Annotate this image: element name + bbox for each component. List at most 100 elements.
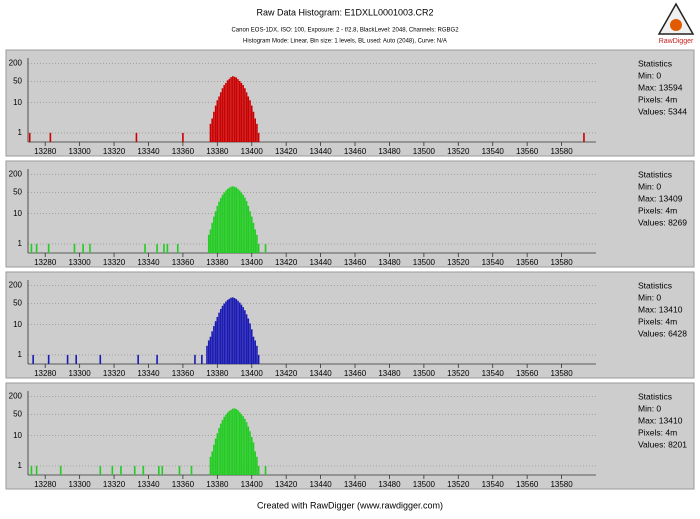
bar [228,187,231,253]
statistics-line: Min: 0 [638,403,661,413]
bar [237,410,239,475]
bar [233,76,236,142]
bar [163,243,165,253]
x-tick-label: 13540 [482,258,505,267]
bar [247,96,250,142]
bar [216,433,219,475]
bar [226,299,229,364]
bar [247,318,250,364]
bar [218,96,220,142]
bar [233,298,236,364]
histogram-panel: 1 10 50 200 13280 13300 13320 13340 13360 13380 13… [5,271,695,379]
bar [137,354,139,364]
bar [209,456,212,475]
x-tick-label: 13300 [69,369,92,378]
bar [216,316,219,364]
bar [209,123,212,142]
bar [252,111,255,142]
y-tick-label: 50 [13,188,22,197]
bar [99,465,102,475]
bar [238,302,241,364]
bar [82,243,84,253]
bar [228,78,231,142]
bar [111,465,114,475]
bar [219,308,222,364]
panel-background [5,271,695,379]
bar [218,312,220,364]
bar [214,321,217,364]
bar [211,222,213,253]
bar [211,331,213,364]
statistics-line: Statistics [638,58,672,68]
bar [225,301,227,364]
bar [35,465,38,475]
bar [242,307,244,364]
histogram-panel: 1 10 50 200 13280 13300 13320 13340 13360 13380 13… [5,49,695,157]
x-tick-label: 13300 [69,258,92,267]
bar [99,354,102,364]
x-tick-label: 13380 [206,258,229,267]
bar [216,205,219,253]
x-tick-label: 13440 [309,147,332,156]
bar [583,132,585,142]
statistics-line: Statistics [638,169,672,179]
y-tick-label: 1 [18,128,23,137]
y-tick-label: 10 [13,320,22,329]
x-tick-label: 13480 [378,258,401,267]
bar [230,77,232,142]
x-tick-label: 13340 [137,258,160,267]
x-tick-label: 13580 [550,369,573,378]
y-tick-label: 50 [13,299,22,308]
bar [223,192,226,253]
x-tick-label: 13500 [413,369,436,378]
bar [230,409,232,475]
y-tick-label: 10 [13,209,22,218]
x-tick-label: 13560 [516,480,539,489]
x-tick-label: 13280 [34,258,57,267]
statistics-line: Statistics [638,280,672,290]
bar [238,190,241,253]
bar [182,132,184,142]
bar [207,340,210,364]
y-tick-label: 10 [13,431,22,440]
bar [232,297,234,364]
bar [221,194,224,253]
bar [213,326,215,364]
x-tick-label: 13360 [172,147,195,156]
statistics-line: Pixels: 4m [638,427,677,437]
bar [47,354,50,364]
bar [256,123,258,142]
bar [250,216,253,253]
x-tick-label: 13460 [344,147,367,156]
bar [226,80,229,142]
bar [75,354,77,364]
bar [249,100,251,142]
footer: Created with RawDigger (www.rawdigger.co… [257,500,443,510]
x-tick-label: 13340 [137,369,160,378]
x-tick-label: 13360 [172,480,195,489]
bar [30,243,33,253]
bar [66,354,69,364]
bar [221,305,224,364]
bar [135,132,138,142]
logo-text: RawDigger [659,38,694,45]
y-tick-label: 50 [13,410,22,419]
mode: Histogram Mode: Linear, Bin size: 1 leve… [243,39,447,45]
x-tick-label: 13320 [103,258,126,267]
bar [237,79,239,142]
bar [211,451,213,475]
bar [166,243,169,253]
x-tick-label: 13580 [550,147,573,156]
statistics-line: Values: 8269 [638,217,687,227]
bar [238,81,241,142]
bar [242,85,244,142]
bar [214,211,217,253]
histogram-panel: 1 10 50 200 13280 13300 13320 13340 13360 13380 13… [5,382,695,490]
bar [252,442,255,475]
bar [254,451,256,475]
bar [245,201,248,253]
bar [156,354,158,364]
bar [213,111,215,142]
bar [235,187,238,253]
bar [207,234,210,253]
